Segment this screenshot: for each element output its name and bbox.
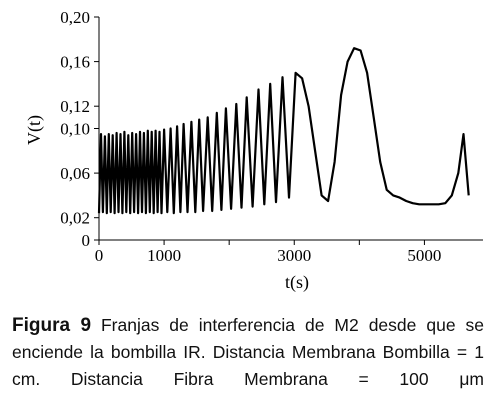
chart: 0 0,02 0,06 0,10 0,12 0,16 0,20 0 1000 3000 5000 V… — [24, 8, 483, 293]
y-tick-label: 0,12 — [60, 97, 90, 116]
figure-caption: Figura 9 Franjas de interferencia de M2 … — [12, 312, 484, 393]
y-axis-title: V(t) — [24, 115, 45, 145]
y-tick-label: 0,16 — [60, 53, 90, 72]
y-tick-label: 0,06 — [60, 164, 90, 183]
x-tick-label: 0 — [95, 246, 104, 265]
x-tick-label: 5000 — [407, 246, 441, 265]
ticks: 0 0,02 0,06 0,10 0,12 0,16 0,20 0 1000 3000 5000 — [60, 8, 441, 265]
y-tick-label: 0 — [82, 231, 91, 250]
series-line — [97, 47, 470, 215]
y-tick-label: 0,10 — [60, 120, 90, 139]
caption-text: Franjas de interferencia de M2 desde que… — [12, 315, 484, 389]
x-axis-title: t(s) — [285, 272, 309, 293]
y-tick-label: 0,02 — [60, 209, 90, 228]
y-tick-label: 0,20 — [60, 8, 90, 27]
x-tick-label: 3000 — [277, 246, 311, 265]
x-tick-label: 1000 — [147, 246, 181, 265]
figure-label: Figura 9 — [12, 315, 92, 336]
